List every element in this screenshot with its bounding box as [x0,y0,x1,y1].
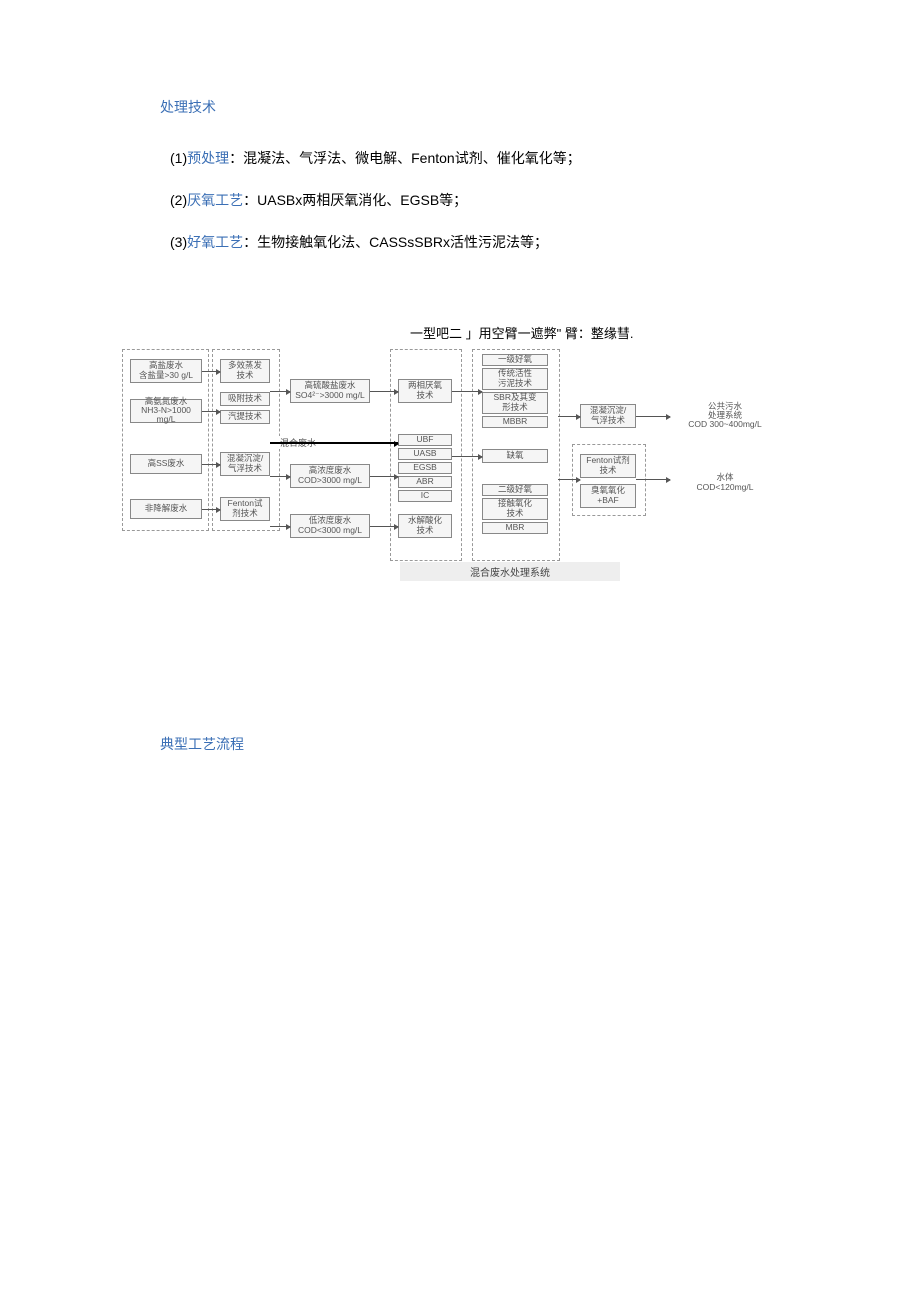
flowchart-node: Fenton试剂技术 [580,454,636,478]
flowchart-node: 一级好氧 [482,354,548,366]
flowchart-node: 混凝沉淀/气浮技术 [220,452,270,476]
flowchart-node: SBR及其变形技术 [482,392,548,414]
treatment-heading: 处理技术 [50,97,870,117]
flowchart-node: 臭氧氧化+BAF [580,484,636,508]
flowchart-arrow [370,391,398,392]
flowchart-bottom-label: 混合废水处理系统 [400,562,620,581]
flowchart-node: 高氨氮废水NH3-N>1000 mg/L [130,399,202,423]
flowchart-node: 混凝沉淀/气浮技术 [580,404,636,428]
flowchart-arrow [370,526,398,527]
flowchart-node: 吸附技术 [220,392,270,406]
flowchart-stray-text: 一型吧二 」用空臂一遮弊" 臂：整缘彗. [110,323,810,342]
key-3: 好氧工艺 [187,234,243,250]
flowchart-arrow [202,509,220,510]
flowchart-node: Fenton试剂技术 [220,497,270,521]
rest-2: ：UASBx两相厌氧消化、EGSB等； [243,192,467,208]
rest-3: ：生物接触氧化法、CASSsSBRx活性污泥法等； [243,234,548,250]
flowchart-arrow [202,371,220,372]
flowchart-node: 低浓度废水COD<3000 mg/L [290,514,370,538]
flowchart-arrow [202,411,220,412]
flowchart-node: 两相厌氧技术 [398,379,452,403]
flowchart-arrow [270,526,290,527]
flowchart-node: 接触氧化技术 [482,498,548,520]
flowchart-arrow [452,391,482,392]
flowchart-node: 高硫酸盐废水SO4²⁻>3000 mg/L [290,379,370,403]
flowchart-arrow [270,476,290,477]
flowchart-region: 一型吧二 」用空臂一遮弊" 臂：整缘彗. 高盐废水含盐量>30 g/L 高氨氮废水… [110,323,810,604]
flowchart-arrow [452,456,482,457]
num-2: (2) [170,192,187,208]
document-body: 中分离、蒸发浓缩、制剂 排出清洗 天然生物有机物,如有机酸、葱醒、木质素、成药生… [0,0,920,854]
num-1: (1) [170,150,187,166]
flowchart-node: IC [398,490,452,502]
num-3: (3) [170,234,187,250]
flowchart-node: 水体COD<120mg/L [670,469,780,497]
flowchart-node: 高浓度废水COD>3000 mg/L [290,464,370,488]
flowchart-node: UASB [398,448,452,460]
flowchart-arrow [558,416,580,417]
treatment-item-3: (3)好氧工艺：生物接触氧化法、CASSsSBRx活性污泥法等； [50,221,870,263]
flowchart-node: 二级好氧 [482,484,548,496]
flowchart-node: 公共污水处理系统COD 300~400mg/L [670,399,780,433]
flowchart-node: ABR [398,476,452,488]
flowchart-node: 汽提技术 [220,410,270,424]
flowchart-node: 传统活性污泥技术 [482,368,548,390]
treatment-item-2: (2)厌氧工艺：UASBx两相厌氧消化、EGSB等； [50,179,870,221]
flowchart-arrow [636,416,670,417]
flowchart-node: 水解酸化技术 [398,514,452,538]
flowchart-arrow [270,442,398,444]
flowchart-arrow [636,479,670,480]
flowchart-node: 高SS废水 [130,454,202,474]
flowchart: 高盐废水含盐量>30 g/L 高氨氮废水NH3-N>1000 mg/L 高SS废水非… [110,344,810,604]
flowchart-arrow [270,391,290,392]
flowchart-arrow [370,476,398,477]
flowchart-node: MBBR [482,416,548,428]
flowchart-node: MBR [482,522,548,534]
flowchart-node: 缺氧 [482,449,548,463]
treatment-item-1: (1)预处理：混凝法、气浮法、微电解、Fenton试剂、催化氧化等； [50,137,870,179]
flowchart-node: 非降解废水 [130,499,202,519]
typical-flow-heading: 典型工艺流程 [50,734,870,754]
flowchart-node: UBF [398,434,452,446]
flowchart-node: EGSB [398,462,452,474]
key-2: 厌氧工艺 [187,192,243,208]
key-1: 预处理 [187,150,229,166]
flowchart-arrow [202,464,220,465]
flowchart-node: 多效蒸发技术 [220,359,270,383]
flowchart-arrow [558,479,580,480]
rest-1: ：混凝法、气浮法、微电解、Fenton试剂、催化氧化等； [229,150,581,166]
flowchart-node: 高盐废水含盐量>30 g/L [130,359,202,383]
